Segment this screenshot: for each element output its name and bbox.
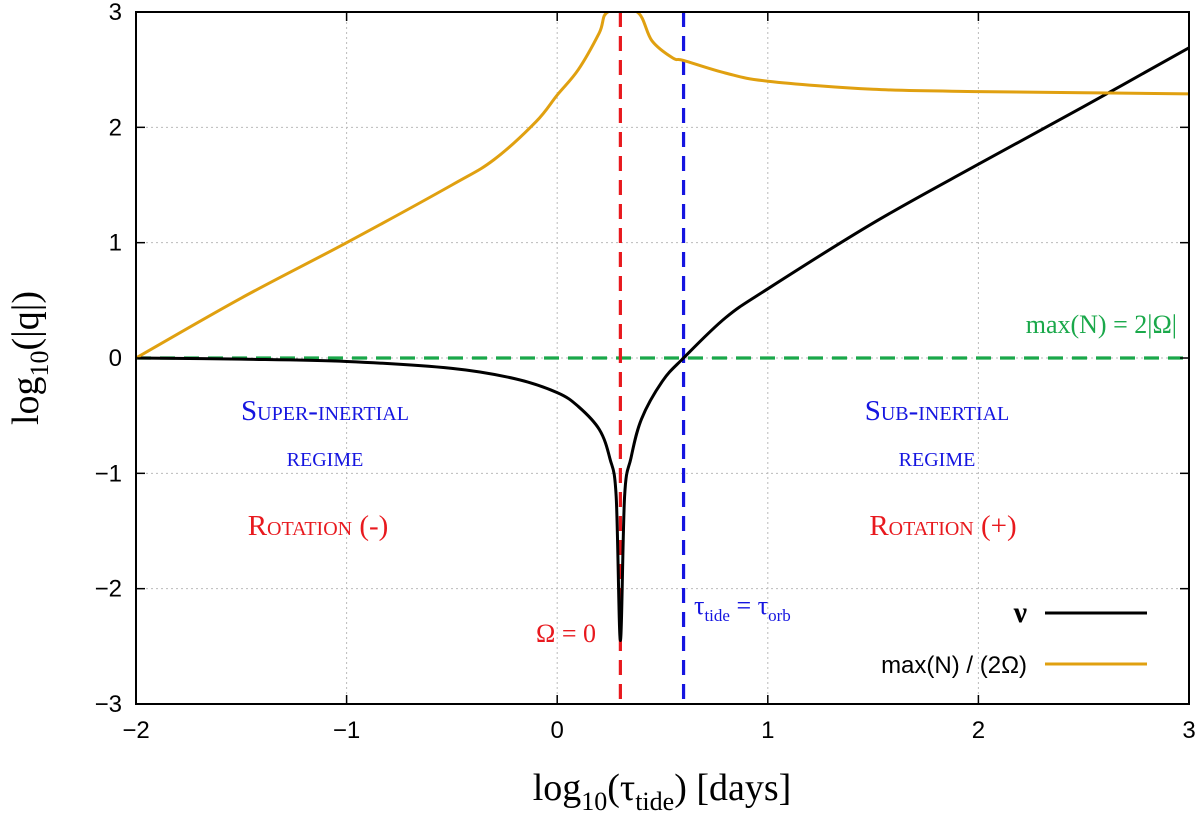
- x-tick-label: 0: [551, 717, 564, 744]
- label-omega-zero: Ω = 0: [536, 619, 596, 648]
- x-tick-label: −1: [333, 717, 360, 744]
- x-tick-label: 1: [761, 717, 774, 744]
- y-tick-label: 0: [109, 345, 122, 372]
- annotation-super-inertial-line2: regime: [287, 441, 364, 473]
- annotation-rotation-negative: Rotation (-): [248, 510, 389, 542]
- annotation-super-inertial-line1: Super-inertial: [241, 395, 409, 427]
- y-label-sub: 10: [25, 350, 54, 376]
- y-tick-label: 3: [109, 0, 122, 26]
- label-tau-sub-orb: orb: [768, 606, 791, 625]
- series-line-1: [136, 12, 1189, 360]
- series-group: [136, 12, 1189, 643]
- x-label-sub2: tide: [635, 787, 674, 816]
- label-tau-main: τ: [694, 591, 704, 620]
- y-tick-label: 2: [109, 114, 122, 141]
- x-label-tail: ) [days]: [674, 767, 791, 809]
- y-label-tail: (|q|): [5, 291, 47, 351]
- y-tick-label: −1: [95, 460, 122, 487]
- series-line-0: [136, 46, 1189, 643]
- label-tau-tide-equals-tau-orb: τtide = τorb: [694, 591, 791, 625]
- x-tick-label: −2: [122, 717, 149, 744]
- x-label-mid: (τ: [607, 767, 635, 809]
- annotation-sub-inertial-line1: Sub-inertial: [865, 395, 1010, 427]
- x-tick-label: 2: [972, 717, 985, 744]
- y-tick-label: −2: [95, 576, 122, 603]
- x-label-base: log: [533, 767, 582, 809]
- legend-label-max-n: max(N) / (2Ω): [881, 652, 1027, 679]
- annotation-rotation-positive: Rotation (+): [869, 510, 1016, 542]
- legend-label-nu: ν: [1013, 596, 1028, 629]
- y-axis-label: log10(|q|): [5, 291, 54, 425]
- legend: ν max(N) / (2Ω): [881, 596, 1147, 679]
- x-tick-label: 3: [1182, 717, 1195, 744]
- annotation-sub-inertial-line2: regime: [899, 441, 976, 473]
- label-tau-equals: = τ: [730, 591, 768, 620]
- y-tick-label: 1: [109, 230, 122, 257]
- label-max-n-equals-2-omega: max(N) = 2|Ω|: [1026, 310, 1177, 339]
- y-tick-label: −3: [95, 691, 122, 718]
- x-axis-label: log10(τtide) [days]: [533, 767, 792, 816]
- y-label-base: log: [5, 376, 47, 425]
- label-tau-sub-tide: tide: [704, 606, 730, 625]
- x-label-sub: 10: [581, 787, 607, 816]
